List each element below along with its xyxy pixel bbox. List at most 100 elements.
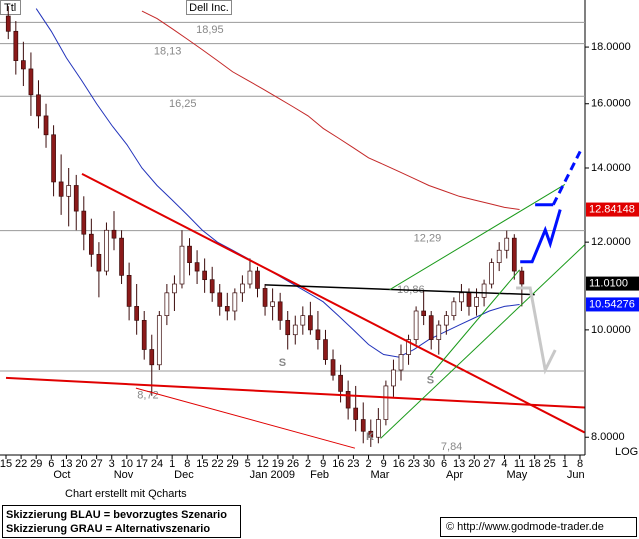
annotation: 7,84 [441,441,462,453]
candle-body [466,292,472,307]
copyright: © http://www.godmode-trader.de [446,521,604,533]
x-tick-label: 1 [562,458,568,470]
candle-body [119,237,124,276]
candle-body [164,292,170,317]
candle-body [368,430,374,438]
month-label: Jun [567,469,585,481]
candle-body [496,249,502,263]
month-label: Apr [446,469,463,481]
candle-body [323,339,328,360]
y-tick-label: 8.0000 [591,431,625,443]
trendline [389,183,566,291]
x-tick-label: 22 [211,458,223,470]
candle-body [277,301,283,321]
y-tick-label: 18.0000 [591,41,631,53]
x-tick-label: 6 [441,458,447,470]
candle-body [66,185,72,197]
ticker-box [0,0,21,15]
candle-body [489,262,494,285]
x-tick-label: 26 [287,458,299,470]
month-label: Mar [371,469,390,481]
candle-body [330,359,336,376]
candle-body [187,245,192,263]
candle-body [51,134,56,183]
x-tick-label: 23 [408,458,420,470]
level-label: 18,13 [154,46,182,58]
credit: Chart erstellt mit Qcharts [65,488,187,500]
candle-body [104,229,109,272]
candle-body [88,233,94,255]
x-tick-label: 22 [15,458,27,470]
moving-average [141,10,520,211]
candle-body [156,315,162,366]
candle-body [194,262,200,272]
candle-body [428,315,434,340]
last-value-label: 10.54276 [589,298,635,310]
trendline [81,172,585,434]
last-value-label: 11.0100 [589,277,628,289]
candle-body [375,419,381,438]
x-tick-label: 6 [48,458,54,470]
candle-body [13,30,19,61]
candle-body [111,229,117,239]
candle-body [217,292,223,307]
x-tick-label: 9 [381,458,387,470]
candle-body [481,283,487,298]
month-label: Nov [114,469,134,481]
trendline [430,269,520,376]
candle-body [345,391,351,409]
candle-body [270,301,275,307]
x-tick-label: 9 [320,458,326,470]
candle-body [413,310,419,340]
x-tick-label: 16 [332,458,344,470]
candle-body [451,301,457,317]
legend-line: Skizzierung GRAU = Alternativszenario [6,523,210,535]
last-value-box [586,202,639,217]
x-tick-label: 1 [169,458,175,470]
candle-body [315,329,321,340]
candle-body [81,210,87,235]
level-label: 18,95 [196,24,224,36]
level-label: 12,29 [414,233,442,245]
candle-body [172,283,177,294]
x-tick-label: 23 [347,458,359,470]
x-tick-label: 16 [393,458,405,470]
y-tick-label: 12.0000 [591,236,631,248]
trendline [135,387,356,449]
x-tick-label: 2 [365,458,371,470]
x-tick-label: 25 [544,458,556,470]
candle-body [96,253,102,272]
candle-body [126,274,132,307]
log-label: LOG [615,446,638,458]
pattern-mark: S [427,374,434,386]
month-label: Jan 2009 [250,469,295,481]
chart-title: Dell Inc. [189,2,229,14]
x-tick-label: 30 [423,458,435,470]
candle-body [73,185,79,212]
candle-body [459,292,464,303]
candle-body [398,354,404,371]
pattern-mark: S [279,357,286,369]
candle-body [308,315,313,331]
candle-body [36,94,41,117]
legend-line: Skizzierung BLAU = bevorzugtes Szenario [6,509,227,521]
trendline [380,244,585,439]
x-tick-label: 11 [514,458,525,470]
x-tick-label: 8 [184,458,190,470]
candle-body [292,324,298,336]
trendline [265,284,535,296]
trendline [520,209,562,264]
candle-body [504,237,510,251]
x-tick-label: 29 [226,458,238,470]
candle-body [149,349,155,366]
candle-body [247,270,253,285]
trendline [551,150,582,206]
candle-body [474,296,479,307]
candle-body [209,279,215,294]
x-tick-label: 3 [109,458,115,470]
x-tick-label: 4 [501,458,507,470]
candle-body [21,60,26,70]
x-tick-label: 5 [245,458,251,470]
candle-body [443,315,449,326]
